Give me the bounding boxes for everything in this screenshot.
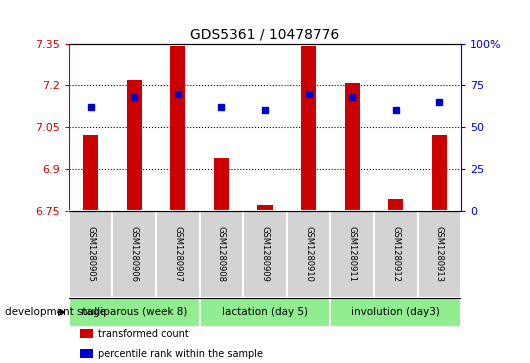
FancyBboxPatch shape [112, 211, 156, 298]
Title: GDS5361 / 10478776: GDS5361 / 10478776 [190, 27, 340, 41]
Bar [432, 135, 447, 211]
FancyBboxPatch shape [374, 211, 418, 298]
FancyBboxPatch shape [243, 211, 287, 298]
Text: involution (day3): involution (day3) [351, 307, 440, 317]
Text: percentile rank within the sample: percentile rank within the sample [98, 348, 263, 359]
Text: GSM1280912: GSM1280912 [391, 226, 400, 282]
Bar [388, 199, 403, 211]
Bar [214, 158, 229, 211]
FancyBboxPatch shape [69, 211, 112, 298]
Bar [127, 80, 142, 211]
Bar [344, 82, 360, 211]
FancyBboxPatch shape [418, 211, 461, 298]
FancyBboxPatch shape [330, 298, 461, 327]
Bar [258, 205, 272, 211]
Text: GSM1280913: GSM1280913 [435, 226, 444, 282]
Text: transformed count: transformed count [98, 329, 189, 339]
Text: GSM1280906: GSM1280906 [130, 226, 139, 282]
Text: GSM1280905: GSM1280905 [86, 226, 95, 282]
FancyBboxPatch shape [330, 211, 374, 298]
Text: nulliparous (week 8): nulliparous (week 8) [81, 307, 188, 317]
FancyBboxPatch shape [156, 211, 200, 298]
Text: GSM1280910: GSM1280910 [304, 226, 313, 282]
Text: GSM1280908: GSM1280908 [217, 226, 226, 282]
Text: GSM1280911: GSM1280911 [348, 226, 357, 282]
Bar [83, 135, 99, 211]
Text: GSM1280907: GSM1280907 [173, 226, 182, 282]
FancyBboxPatch shape [200, 211, 243, 298]
FancyBboxPatch shape [200, 298, 330, 327]
Bar [170, 46, 185, 211]
Text: development stage: development stage [5, 307, 107, 317]
Text: lactation (day 5): lactation (day 5) [222, 307, 308, 317]
Bar [301, 46, 316, 211]
Text: GSM1280909: GSM1280909 [261, 226, 269, 282]
FancyBboxPatch shape [287, 211, 330, 298]
FancyBboxPatch shape [69, 298, 200, 327]
